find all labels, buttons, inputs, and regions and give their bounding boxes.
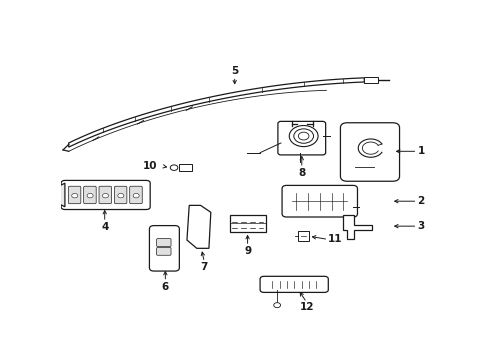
FancyBboxPatch shape	[61, 180, 150, 210]
Text: 5: 5	[231, 67, 238, 76]
FancyBboxPatch shape	[260, 276, 327, 292]
Circle shape	[87, 193, 93, 198]
Circle shape	[133, 193, 139, 198]
Polygon shape	[68, 78, 364, 147]
FancyBboxPatch shape	[156, 239, 171, 246]
Text: 1: 1	[416, 146, 424, 156]
Circle shape	[72, 193, 78, 198]
Circle shape	[298, 132, 308, 140]
Text: 4: 4	[101, 222, 108, 232]
Text: 11: 11	[327, 234, 342, 244]
FancyBboxPatch shape	[178, 164, 191, 171]
FancyBboxPatch shape	[277, 121, 325, 155]
Circle shape	[170, 165, 178, 170]
FancyBboxPatch shape	[364, 77, 377, 84]
Text: 6: 6	[162, 282, 169, 292]
FancyBboxPatch shape	[229, 215, 265, 232]
Text: 9: 9	[244, 246, 251, 256]
FancyBboxPatch shape	[99, 186, 111, 204]
FancyBboxPatch shape	[68, 186, 81, 204]
FancyBboxPatch shape	[149, 226, 179, 271]
Circle shape	[102, 193, 108, 198]
Text: 7: 7	[200, 262, 207, 272]
FancyBboxPatch shape	[156, 247, 171, 255]
Polygon shape	[186, 205, 210, 248]
FancyBboxPatch shape	[129, 186, 142, 204]
Text: 10: 10	[142, 161, 157, 171]
Text: 3: 3	[416, 221, 424, 231]
FancyBboxPatch shape	[83, 186, 96, 204]
FancyBboxPatch shape	[114, 186, 126, 204]
Polygon shape	[59, 183, 65, 207]
Circle shape	[289, 126, 317, 147]
FancyBboxPatch shape	[297, 231, 308, 242]
Circle shape	[293, 129, 313, 143]
Text: 12: 12	[299, 302, 313, 312]
FancyBboxPatch shape	[340, 123, 399, 181]
FancyBboxPatch shape	[282, 185, 357, 217]
Circle shape	[273, 303, 280, 308]
Text: 8: 8	[298, 168, 305, 178]
Circle shape	[118, 193, 123, 198]
Polygon shape	[343, 215, 371, 239]
Text: 2: 2	[416, 196, 424, 206]
